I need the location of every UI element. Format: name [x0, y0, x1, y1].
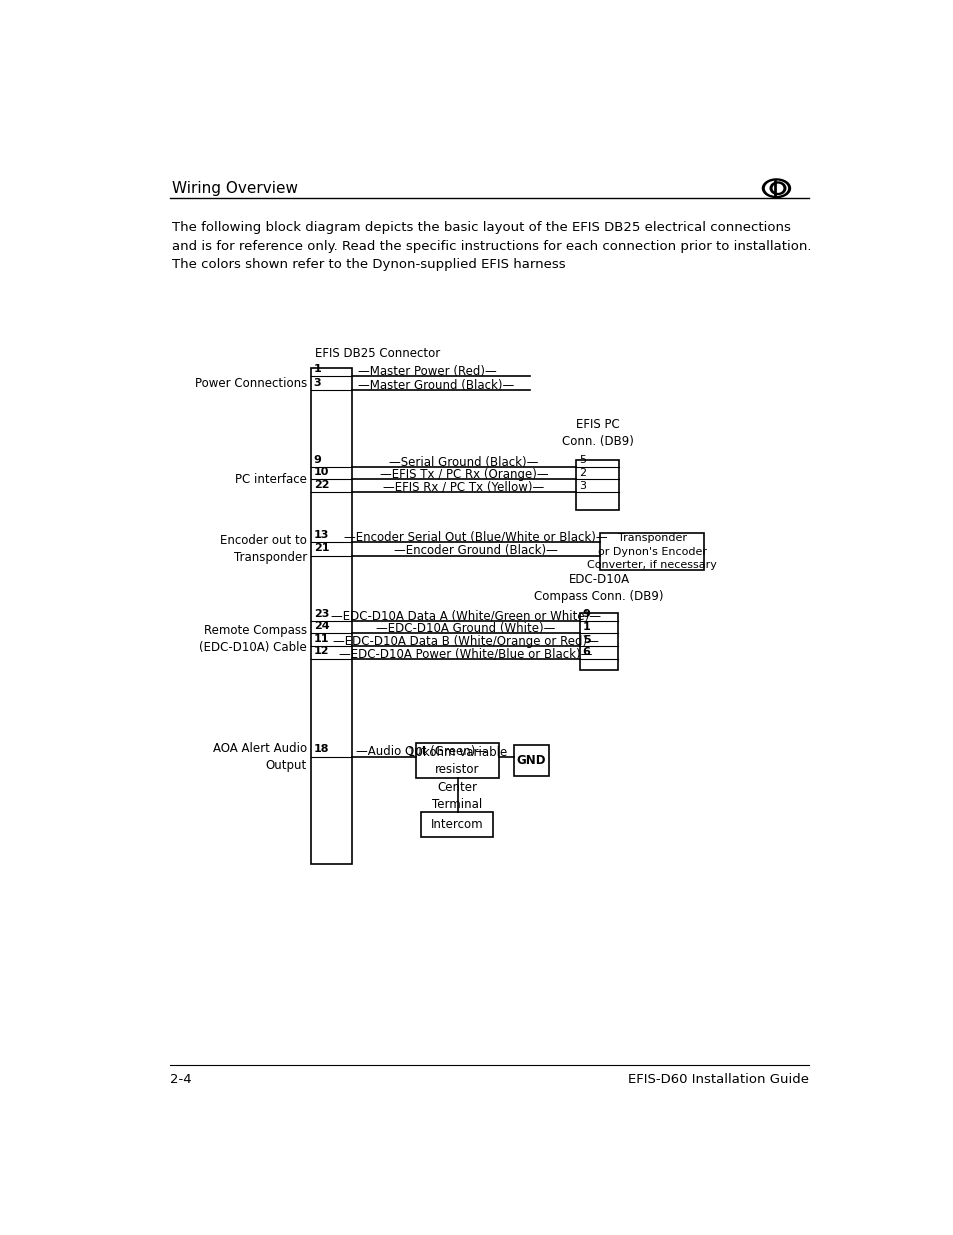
Ellipse shape — [760, 178, 790, 199]
Text: 1: 1 — [314, 364, 321, 374]
Text: —Serial Ground (Black)—: —Serial Ground (Black)— — [389, 456, 538, 468]
Text: 9: 9 — [314, 454, 321, 464]
Text: 9: 9 — [582, 609, 590, 620]
Text: 10: 10 — [314, 467, 329, 477]
Text: —Master Ground (Black)—: —Master Ground (Black)— — [357, 378, 514, 391]
Text: 2: 2 — [578, 468, 585, 478]
Text: —EFIS Tx / PC Rx (Orange)—: —EFIS Tx / PC Rx (Orange)— — [379, 468, 548, 480]
Text: 21: 21 — [314, 543, 329, 553]
Text: —Encoder Ground (Black)—: —Encoder Ground (Black)— — [394, 545, 558, 557]
Ellipse shape — [772, 184, 782, 193]
Text: Remote Compass
(EDC-D10A) Cable: Remote Compass (EDC-D10A) Cable — [199, 625, 307, 655]
Text: 2-4: 2-4 — [170, 1073, 191, 1087]
Text: Power Connections: Power Connections — [194, 377, 307, 389]
Text: —EDC-D10A Ground (White)—: —EDC-D10A Ground (White)— — [376, 622, 556, 635]
Text: —EDC-D10A Data A (White/Green or White)—: —EDC-D10A Data A (White/Green or White)— — [331, 610, 600, 622]
Text: EFIS PC
Conn. (DB9): EFIS PC Conn. (DB9) — [561, 419, 633, 448]
Bar — [311, 368, 352, 864]
Text: 10kohm variable
resistor: 10kohm variable resistor — [408, 746, 507, 776]
Text: 5: 5 — [582, 635, 590, 645]
Text: Wiring Overview: Wiring Overview — [172, 180, 297, 195]
Text: 1: 1 — [582, 621, 590, 632]
Text: EFIS-D60 Installation Guide: EFIS-D60 Installation Guide — [627, 1073, 808, 1087]
Text: 6: 6 — [582, 647, 590, 657]
Text: EDC-D10A
Compass Conn. (DB9): EDC-D10A Compass Conn. (DB9) — [534, 573, 663, 603]
Text: 3: 3 — [578, 480, 585, 490]
Text: The following block diagram depicts the basic layout of the EFIS DB25 electrical: The following block diagram depicts the … — [172, 221, 811, 272]
Ellipse shape — [764, 180, 787, 196]
Text: 3: 3 — [314, 378, 321, 388]
Text: —Encoder Serial Out (Blue/White or Black)—: —Encoder Serial Out (Blue/White or Black… — [344, 531, 607, 543]
Text: —Audio Out (Green)—: —Audio Out (Green)— — [355, 745, 486, 758]
Text: 12: 12 — [314, 646, 329, 656]
Text: GND: GND — [517, 753, 546, 767]
Bar — [416, 743, 498, 778]
Text: Transponder
or Dynon's Encoder
Converter, if necessary: Transponder or Dynon's Encoder Converter… — [586, 534, 717, 569]
Text: 18: 18 — [314, 745, 329, 755]
Text: —EDC-D10A Power (White/Blue or Black)—: —EDC-D10A Power (White/Blue or Black)— — [339, 647, 592, 661]
Text: 24: 24 — [314, 621, 329, 631]
Text: AOA Alert Audio
Output: AOA Alert Audio Output — [213, 741, 307, 772]
Text: 11: 11 — [314, 634, 329, 645]
Text: 5: 5 — [578, 456, 585, 466]
Text: 23: 23 — [314, 609, 329, 619]
Ellipse shape — [769, 182, 785, 195]
Bar — [576, 461, 618, 510]
Text: EFIS DB25 Connector: EFIS DB25 Connector — [315, 347, 440, 359]
Text: —EFIS Rx / PC Tx (Yellow)—: —EFIS Rx / PC Tx (Yellow)— — [383, 480, 544, 494]
Text: Center
Terminal: Center Terminal — [432, 782, 482, 811]
Text: 13: 13 — [314, 530, 329, 540]
Text: PC interface: PC interface — [234, 473, 307, 485]
Bar — [579, 614, 617, 671]
Text: 22: 22 — [314, 480, 329, 490]
Bar — [514, 745, 548, 776]
Text: Intercom: Intercom — [431, 818, 483, 831]
Bar — [599, 534, 703, 571]
Text: Encoder out to
Transponder: Encoder out to Transponder — [220, 534, 307, 563]
Bar — [421, 811, 493, 837]
Text: —EDC-D10A Data B (White/Orange or Red)—: —EDC-D10A Data B (White/Orange or Red)— — [333, 635, 598, 648]
Text: —Master Power (Red)—: —Master Power (Red)— — [357, 364, 497, 378]
